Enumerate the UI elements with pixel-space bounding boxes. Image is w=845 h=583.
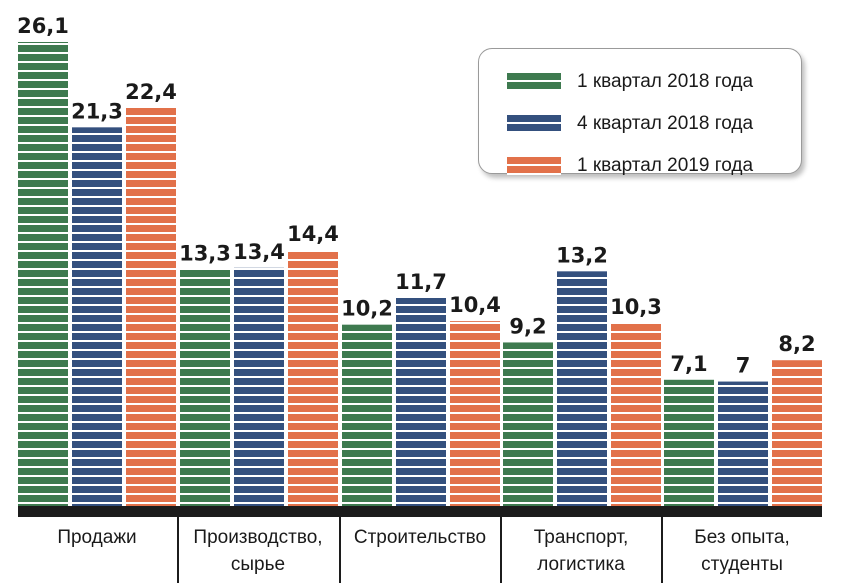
category-label-2: Производство, сырье [193, 527, 322, 575]
data-label-1-5: 7,1 [670, 352, 707, 376]
data-label-3-2: 14,4 [287, 222, 339, 246]
category-label-line: сырье [231, 554, 285, 575]
data-label-1-4: 9,2 [509, 314, 546, 338]
bars-group: 26,1 13,3 10,2 9,2 7,1 21,3 13,4 11,7 13,2 7 22,4 1… [17, 14, 822, 507]
bar-1-2 [180, 269, 230, 506]
data-label-2-2: 13,4 [233, 240, 285, 264]
legend-swatch-orange [507, 157, 561, 175]
category-labels: Продажи Производство, сырье Строительство Тр… [57, 527, 789, 575]
legend-item-q1-2018: 1 квартал 2018 года [507, 61, 801, 103]
legend-swatch-blue [507, 115, 561, 133]
category-label-line: Без опыта, [694, 527, 789, 548]
category-separator-4 [661, 517, 663, 583]
category-label-1: Продажи [57, 527, 136, 548]
category-label-line: логистика [537, 554, 625, 575]
data-label-2-3: 11,7 [395, 270, 447, 294]
data-label-2-4: 13,2 [556, 243, 608, 267]
category-separator-2 [339, 517, 341, 583]
data-label-2-5: 7 [736, 354, 751, 378]
category-label-line: Производство, [193, 527, 322, 548]
bar-1-5 [664, 379, 714, 506]
category-label-line: Продажи [57, 527, 136, 548]
category-separator-3 [500, 517, 502, 583]
category-label-4: Транспорт, логистика [534, 527, 629, 575]
legend-item-q1-2019: 1 квартал 2019 года [507, 145, 801, 187]
bar-2-2 [234, 267, 284, 506]
data-label-1-1: 26,1 [17, 14, 69, 38]
category-label-3: Строительство [354, 527, 486, 548]
category-separator-1 [177, 517, 179, 583]
data-label-3-5: 8,2 [778, 332, 815, 356]
category-label-line: Строительство [354, 527, 486, 548]
data-label-1-3: 10,2 [341, 297, 393, 321]
legend-item-q4-2018: 4 квартал 2018 года [507, 103, 801, 145]
data-label-3-3: 10,4 [449, 293, 501, 317]
bar-1-4 [503, 342, 553, 506]
bar-3-4 [611, 322, 661, 506]
x-axis-separators [177, 517, 663, 583]
category-label-line: студенты [701, 554, 783, 575]
bar-1-3 [342, 324, 392, 506]
bar-2-3 [396, 298, 446, 506]
data-label-2-1: 21,3 [71, 99, 123, 123]
legend-label: 1 квартал 2019 года [577, 155, 754, 176]
data-label-3-1: 22,4 [125, 80, 177, 104]
bar-1-1 [18, 42, 68, 506]
bar-3-1 [126, 107, 176, 507]
bar-3-3 [450, 321, 500, 506]
x-axis-baseline [18, 506, 822, 517]
legend-swatch-green [507, 73, 561, 91]
category-label-line: Транспорт, [534, 527, 629, 548]
bar-2-4 [557, 271, 607, 506]
bar-3-5 [772, 360, 822, 506]
legend: 1 квартал 2018 года 4 квартал 2018 года … [478, 48, 802, 176]
bar-2-1 [72, 127, 122, 506]
bar-2-5 [718, 381, 768, 506]
bar-3-2 [288, 250, 338, 506]
data-label-1-2: 13,3 [179, 242, 231, 266]
legend-label: 4 квартал 2018 года [577, 113, 754, 134]
category-label-5: Без опыта, студенты [694, 527, 789, 575]
data-label-3-4: 10,3 [610, 295, 662, 319]
legend-label: 1 квартал 2018 года [577, 71, 754, 92]
